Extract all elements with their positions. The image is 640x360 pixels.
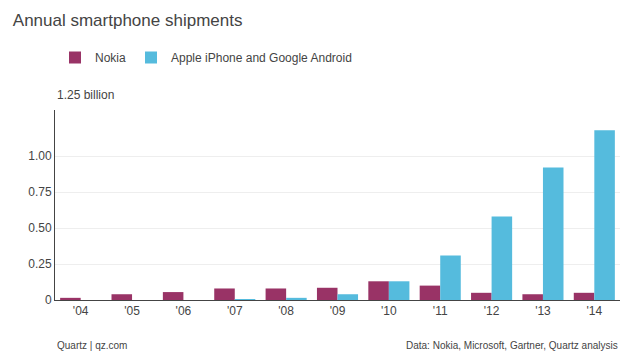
svg-text:'08: '08 bbox=[278, 304, 294, 318]
svg-text:1.25 billion: 1.25 billion bbox=[57, 88, 114, 102]
svg-text:'13: '13 bbox=[535, 304, 551, 318]
svg-text:'12: '12 bbox=[484, 304, 500, 318]
svg-text:'10: '10 bbox=[381, 304, 397, 318]
svg-text:0.25: 0.25 bbox=[28, 257, 52, 271]
svg-text:'11: '11 bbox=[433, 304, 448, 318]
svg-text:'06: '06 bbox=[176, 304, 192, 318]
svg-text:0.50: 0.50 bbox=[28, 221, 52, 235]
svg-text:1.00: 1.00 bbox=[28, 149, 52, 163]
svg-text:0.75: 0.75 bbox=[28, 185, 52, 199]
svg-text:0: 0 bbox=[45, 293, 52, 307]
svg-text:'14: '14 bbox=[586, 304, 602, 318]
svg-text:'05: '05 bbox=[124, 304, 140, 318]
svg-text:Nokia: Nokia bbox=[95, 51, 126, 65]
svg-text:'04: '04 bbox=[73, 304, 89, 318]
svg-text:Data: Nokia, Microsoft, Gartne: Data: Nokia, Microsoft, Gartner, Quartz … bbox=[406, 340, 618, 351]
svg-text:Apple iPhone and Google Androi: Apple iPhone and Google Android bbox=[171, 51, 352, 65]
svg-text:'07: '07 bbox=[227, 304, 243, 318]
svg-text:'09: '09 bbox=[330, 304, 346, 318]
svg-text:Quartz | qz.com: Quartz | qz.com bbox=[57, 340, 127, 351]
svg-text:Annual smartphone shipments: Annual smartphone shipments bbox=[13, 11, 243, 30]
